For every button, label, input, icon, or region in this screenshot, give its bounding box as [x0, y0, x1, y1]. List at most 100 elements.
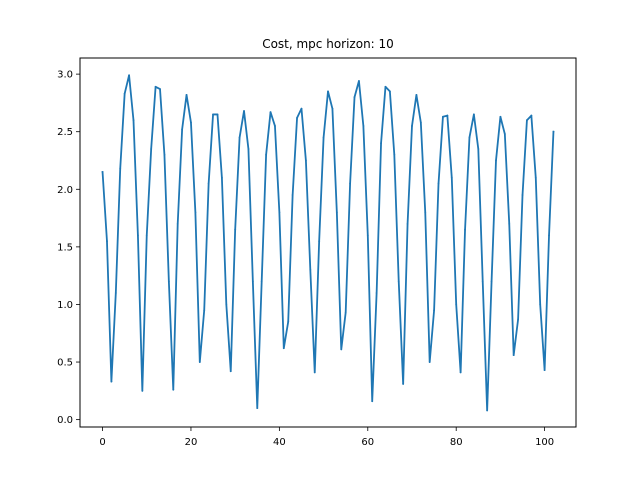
data-point [526, 119, 528, 122]
data-point [375, 292, 378, 294]
data-point [464, 228, 466, 231]
data-point [477, 148, 480, 150]
data-point [141, 389, 144, 392]
data-point [221, 176, 223, 179]
data-point [203, 309, 206, 312]
data-point [291, 194, 294, 196]
data-point [309, 269, 312, 271]
axes-frame [79, 57, 577, 428]
data-point [119, 167, 122, 170]
data-point [269, 111, 272, 114]
data-point [229, 370, 232, 373]
data-point [106, 240, 108, 243]
data-point [415, 93, 418, 96]
data-point [172, 388, 175, 391]
data-point [260, 280, 263, 283]
data-point [287, 320, 290, 323]
data-point [495, 159, 497, 162]
y-tick-label: 0.5 [57, 358, 73, 369]
data-point [371, 400, 374, 403]
data-point [110, 380, 113, 383]
data-point [349, 182, 351, 185]
data-point [517, 318, 519, 321]
data-point [159, 88, 161, 90]
data-point [543, 369, 546, 372]
data-point [216, 113, 219, 116]
data-point [362, 125, 365, 127]
data-point [437, 182, 440, 185]
data-point [450, 176, 453, 179]
data-point [282, 347, 285, 350]
data-point [539, 303, 542, 306]
data-point [521, 194, 524, 196]
data-point [433, 309, 435, 312]
data-layer [101, 74, 555, 412]
axes-layer: 0 20 40 60 80 100 0.0 0.5 1.0 1.5 2.0 2.5 3.0 [57, 70, 554, 448]
x-tick-label: 60 [361, 437, 374, 448]
data-point [406, 222, 409, 225]
x-tick-label: 80 [450, 437, 463, 448]
data-point [490, 280, 493, 283]
data-point [340, 348, 343, 351]
data-point [318, 240, 321, 243]
data-point [552, 130, 555, 133]
data-point [181, 128, 184, 131]
data-point [419, 121, 422, 124]
data-point [327, 90, 329, 93]
data-point [128, 74, 130, 77]
data-point [508, 222, 511, 225]
data-point [380, 142, 382, 145]
data-point [123, 92, 126, 95]
data-point [388, 90, 391, 93]
data-point [207, 182, 210, 185]
data-point [185, 93, 188, 96]
data-point [154, 85, 157, 88]
data-point [424, 211, 427, 214]
data-point [274, 125, 276, 127]
x-tick-label: 0 [99, 437, 105, 448]
data-point [238, 136, 241, 139]
data-point [176, 222, 179, 225]
data-point [499, 115, 502, 118]
data-point [397, 280, 400, 283]
data-point [366, 234, 369, 237]
data-point [132, 119, 135, 122]
data-point [486, 409, 489, 412]
y-tick-label: 1.0 [57, 300, 73, 311]
data-point [300, 107, 303, 110]
data-point [145, 234, 148, 237]
x-tick-label: 20 [185, 437, 198, 448]
data-point [278, 211, 281, 214]
y-tick-label: 2.0 [57, 185, 73, 196]
y-tick-label: 3.0 [57, 70, 73, 81]
data-point [468, 136, 471, 139]
data-point [344, 311, 347, 314]
data-point [114, 292, 117, 294]
data-point [358, 80, 360, 82]
data-point [194, 211, 197, 214]
data-point [411, 125, 413, 127]
data-point [459, 371, 462, 374]
data-point [530, 114, 533, 117]
data-point [428, 361, 431, 363]
data-point [481, 280, 484, 283]
data-point [384, 85, 387, 88]
y-tick-label: 2.5 [57, 127, 73, 138]
data-point [251, 280, 254, 283]
data-point [534, 176, 537, 179]
data-point [150, 148, 153, 150]
y-tick-label: 0.0 [57, 415, 73, 426]
y-tick-label: 1.5 [57, 242, 73, 253]
data-point [247, 148, 250, 150]
data-point [455, 303, 458, 306]
data-point [402, 383, 405, 385]
data-point [225, 303, 228, 306]
data-point [331, 107, 334, 110]
data-point [243, 110, 245, 112]
data-point [256, 407, 259, 410]
x-tick-label: 100 [535, 437, 554, 448]
data-point [265, 153, 268, 156]
data-point [313, 371, 316, 374]
data-point [163, 153, 166, 156]
